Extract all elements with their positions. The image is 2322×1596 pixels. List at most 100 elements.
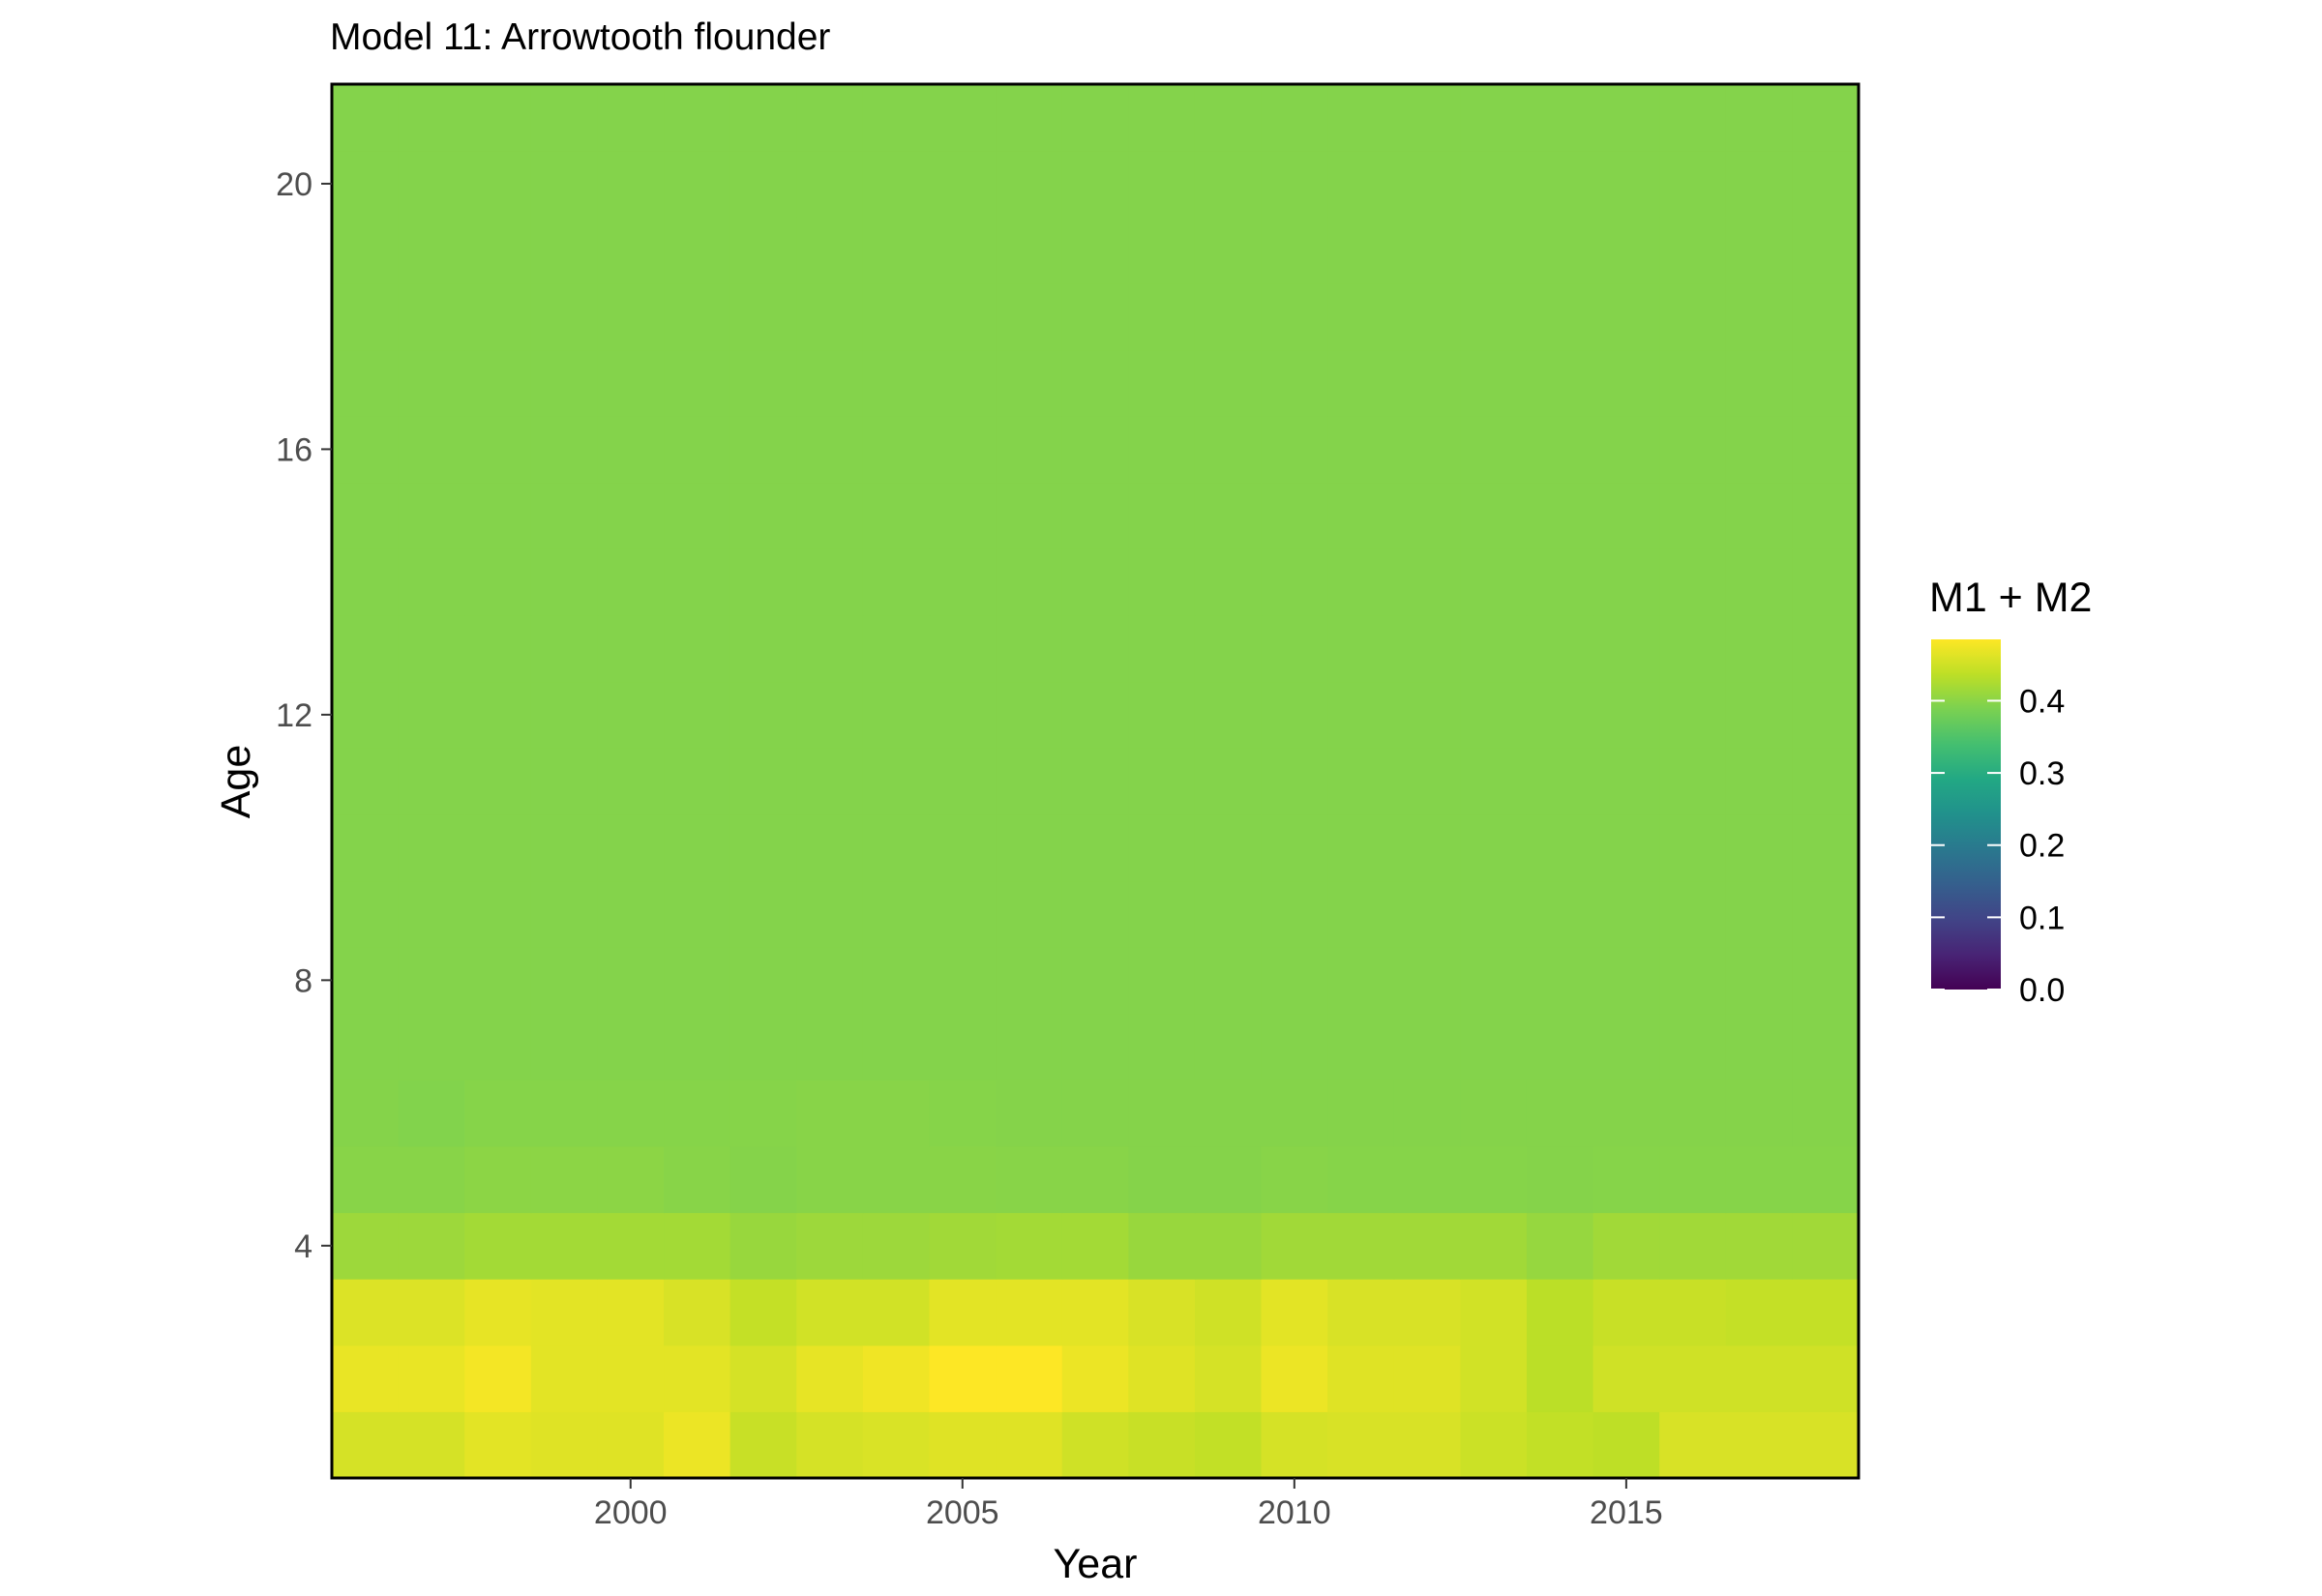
legend-tick-label: 0.0 [2019, 972, 2065, 1009]
heatmap-cell [530, 548, 599, 616]
heatmap-cell [1659, 748, 1727, 815]
heatmap-cell [332, 1212, 400, 1280]
heatmap-cell [1593, 681, 1660, 749]
heatmap-cell [862, 482, 931, 549]
heatmap-cell [398, 548, 465, 616]
heatmap-cell [1792, 416, 1860, 484]
heatmap-cell [996, 548, 1063, 616]
heatmap-cell [1061, 1079, 1129, 1147]
heatmap-cell [1327, 482, 1395, 549]
x-axis: 2000 2005 2010 2015 [594, 1478, 1663, 1531]
heatmap-cell [1593, 548, 1660, 616]
heatmap-cell [1593, 217, 1660, 284]
heatmap-cell [796, 947, 864, 1015]
heatmap-cell [1327, 84, 1395, 152]
heatmap-cell [1128, 150, 1196, 218]
heatmap-cell [1327, 349, 1395, 417]
heatmap-cell [929, 880, 997, 948]
heatmap-cell [1128, 84, 1196, 152]
heatmap-cell [796, 1145, 864, 1214]
heatmap-cell [729, 482, 797, 549]
heatmap-cell [1593, 1411, 1660, 1479]
heatmap-cell [1194, 1145, 1263, 1214]
heatmap-cell [597, 614, 665, 683]
heatmap-cell [1393, 1212, 1461, 1280]
heatmap-cell [597, 482, 665, 549]
heatmap-cell [664, 282, 731, 351]
heatmap-cell [1261, 813, 1328, 882]
heatmap-cell [729, 150, 797, 218]
heatmap-cell [996, 880, 1063, 948]
heatmap-cell [1128, 349, 1196, 417]
heatmap-cell [332, 217, 400, 284]
heatmap-cell [1725, 150, 1793, 218]
heatmap-cell [1261, 84, 1328, 152]
heatmap-cell [1526, 1345, 1594, 1412]
heatmap-cell [1659, 1345, 1727, 1412]
heatmap-cell [729, 947, 797, 1015]
heatmap-cell [1725, 1279, 1793, 1346]
heatmap-cell [1725, 548, 1793, 616]
heatmap-cell [1659, 1013, 1727, 1080]
heatmap-cell [1792, 880, 1860, 948]
heatmap-cell [398, 482, 465, 549]
heatmap-cell [530, 1145, 599, 1214]
heatmap-cell [1194, 282, 1263, 351]
heatmap-cell [1327, 947, 1395, 1015]
heatmap-cell [796, 548, 864, 616]
heatmap-cell [996, 1079, 1063, 1147]
heatmap-cell [597, 813, 665, 882]
heatmap-cell [332, 813, 400, 882]
heatmap-cell [729, 1079, 797, 1147]
heatmap-cell [862, 1411, 931, 1479]
heatmap-cell [464, 349, 532, 417]
heatmap-cell [1659, 681, 1727, 749]
heatmap-cell [1725, 416, 1793, 484]
heatmap-cell [1659, 548, 1727, 616]
heatmap-cell [729, 1212, 797, 1280]
heatmap-cell [1593, 1145, 1660, 1214]
heatmap-cell [929, 1279, 997, 1346]
heatmap-cell [597, 282, 665, 351]
heatmap-cell [729, 880, 797, 948]
y-axis: 4 8 12 16 20 [276, 166, 332, 1265]
heatmap-cell [1261, 614, 1328, 683]
heatmap-cell [1061, 416, 1129, 484]
heatmap-cell [1327, 614, 1395, 683]
heatmap-cell [530, 947, 599, 1015]
x-tick-label: 2005 [926, 1494, 999, 1531]
heatmap-cell [1659, 1212, 1727, 1280]
heatmap-cell [664, 548, 731, 616]
heatmap-cell [1128, 947, 1196, 1015]
heatmap-cell [1725, 1013, 1793, 1080]
heatmap-cell [530, 813, 599, 882]
heatmap-cell [1061, 1411, 1129, 1479]
heatmap-cell [929, 548, 997, 616]
heatmap-cell [464, 614, 532, 683]
heatmap-cell [996, 84, 1063, 152]
heatmap-cell [1792, 947, 1860, 1015]
heatmap-cell [1460, 1411, 1528, 1479]
heatmap-cell [729, 1279, 797, 1346]
heatmap-cell [929, 1411, 997, 1479]
heatmap-cell [796, 482, 864, 549]
heatmap-cell [1128, 217, 1196, 284]
heatmap-cell [996, 947, 1063, 1015]
heatmap-cell [796, 150, 864, 218]
heatmap-cell [1725, 482, 1793, 549]
heatmap-cell [1194, 1411, 1263, 1479]
heatmap-cell [1725, 1145, 1793, 1214]
heatmap-cell [597, 150, 665, 218]
heatmap-cell [1327, 880, 1395, 948]
heatmap-cell [1792, 217, 1860, 284]
heatmap-cell [597, 1279, 665, 1346]
heatmap-cell [1460, 1279, 1528, 1346]
heatmap-cell [1725, 217, 1793, 284]
heatmap-cell [597, 1411, 665, 1479]
heatmap-cell [1194, 880, 1263, 948]
heatmap-cell [530, 416, 599, 484]
heatmap-cell [729, 614, 797, 683]
heatmap-cell [1460, 947, 1528, 1015]
heatmap-cell [1128, 1345, 1196, 1412]
heatmap-cell [1061, 947, 1129, 1015]
